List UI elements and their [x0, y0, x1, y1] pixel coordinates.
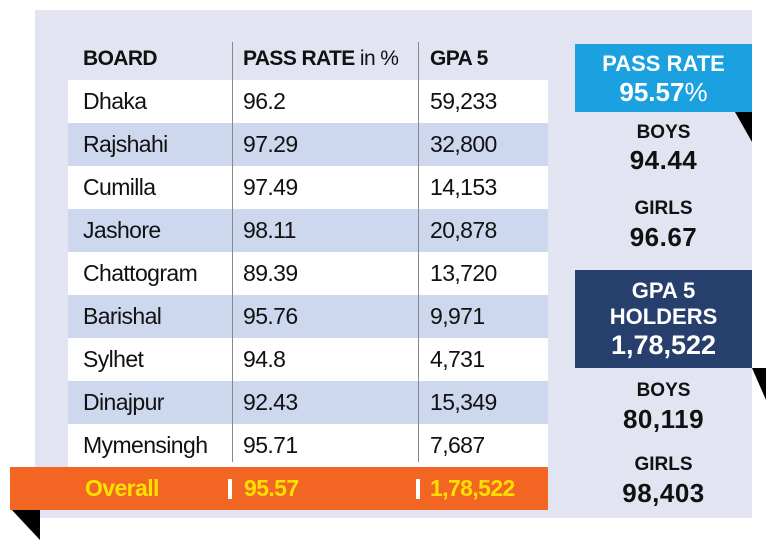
pass-rate: 97.29: [243, 131, 298, 157]
pass-rate-title: PASS RATE: [602, 51, 725, 76]
pass-rate: 89.39: [243, 260, 298, 286]
table-row: Dinajpur 92.43 15,349: [68, 381, 548, 424]
column-divider: [418, 42, 419, 462]
header-unit: in %: [359, 47, 399, 70]
marker: [416, 479, 420, 499]
board-name: Chattogram: [83, 260, 198, 286]
table-row: Sylhet 94.8 4,731: [68, 338, 548, 381]
table-row: Mymensingh 95.71 7,687: [68, 424, 548, 467]
pass-rate-value: 95.57: [619, 77, 685, 107]
pass-rate-unit: %: [684, 77, 708, 107]
summary-label: BOYS: [636, 122, 691, 143]
board-name: Cumilla: [83, 174, 156, 200]
gpa5-count: 14,153: [430, 174, 497, 200]
table-row: Chattogram 89.39 13,720: [68, 252, 548, 295]
pass-rate: 95.76: [243, 303, 298, 329]
pass-rate: 94.8: [243, 346, 286, 372]
board-name: Dinajpur: [83, 389, 164, 415]
header-cell: GPA 5: [430, 47, 488, 70]
summary-value: 96.67: [629, 222, 698, 252]
pass-rate-box: PASS RATE 95.57%: [575, 44, 752, 112]
gpa5-box: GPA 5 HOLDERS 1,78,522: [575, 270, 752, 368]
fold-shadow: [752, 368, 766, 400]
gpa5-count: 9,971: [430, 303, 485, 329]
overall-row: Overall 95.57 1,78,522: [10, 467, 548, 510]
pass-rate: 92.43: [243, 389, 298, 415]
board-name: Sylhet: [83, 346, 144, 372]
gpa5-count: 59,233: [430, 88, 497, 114]
gpa5-count: 15,349: [430, 389, 497, 415]
pass-rate: 97.49: [243, 174, 298, 200]
gpa5-title: HOLDERS: [609, 304, 718, 329]
marker: [228, 479, 232, 499]
overall-gpa5: 1,78,522: [430, 475, 515, 501]
summary-label: GIRLS: [634, 198, 693, 219]
summary-label: GIRLS: [634, 454, 693, 475]
pass-rate: 98.11: [243, 217, 296, 243]
fold-shadow: [10, 508, 40, 540]
summary-value: 94.44: [629, 145, 698, 175]
board-name: Mymensingh: [83, 432, 208, 458]
table-row: Barishal 95.76 9,971: [68, 295, 548, 338]
table-row: Cumilla 97.49 14,153: [68, 166, 548, 209]
summary-value: 98,403: [622, 478, 705, 508]
pass-rate: 95.71: [243, 432, 298, 458]
header-cell: PASS RATE in %: [243, 37, 399, 80]
table-row: Jashore 98.11 20,878: [68, 209, 548, 252]
overall-pass-rate: 95.57: [244, 475, 299, 501]
fold-shadow: [735, 112, 752, 142]
gpa5-count: 32,800: [430, 131, 497, 157]
table-row: Rajshahi 97.29 32,800: [68, 123, 548, 166]
gpa5-count: 7,687: [430, 432, 485, 458]
summary-label: BOYS: [636, 380, 691, 401]
header-cell: BOARD: [83, 47, 158, 70]
board-name: Dhaka: [83, 88, 147, 114]
gpa5-count: 4,731: [430, 346, 485, 372]
summary-value: 80,119: [622, 404, 705, 434]
board-name: Rajshahi: [83, 131, 168, 157]
pass-rate: 96.2: [243, 88, 286, 114]
header-text: PASS RATE: [243, 47, 355, 70]
board-name: Jashore: [83, 217, 161, 243]
header-row: BOARD PASS RATE in % GPA 5: [68, 37, 548, 80]
gpa5-count: 20,878: [430, 217, 497, 243]
gpa5-title: GPA 5: [631, 278, 696, 303]
overall-label: Overall: [85, 475, 159, 501]
table-row: Dhaka 96.2 59,233: [68, 80, 548, 123]
board-name: Barishal: [83, 303, 162, 329]
gpa5-count: 13,720: [430, 260, 497, 286]
gpa5-value: 1,78,522: [610, 330, 717, 360]
column-divider: [232, 42, 233, 462]
